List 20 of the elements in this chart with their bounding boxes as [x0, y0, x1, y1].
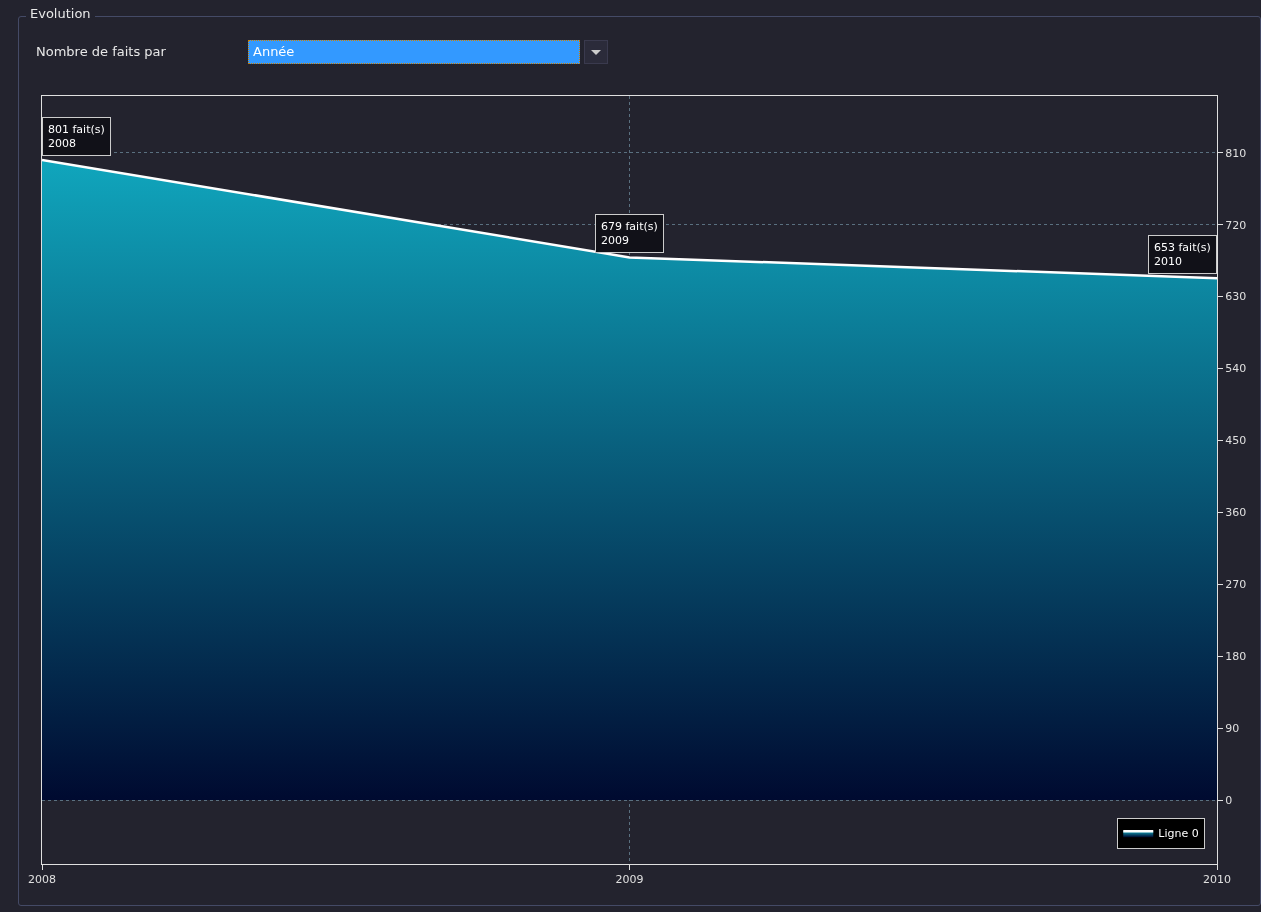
y-tick-label: 450	[1225, 434, 1247, 448]
x-tick-label: 2010	[1203, 873, 1231, 887]
x-tick-label: 2009	[615, 873, 644, 887]
y-tick-label: 810	[1225, 146, 1247, 160]
y-tick-label: 180	[1225, 650, 1247, 664]
chart-subtitle: Nombre de faits par	[36, 44, 166, 59]
annotation: 679 fait(s) 2009	[601, 220, 658, 248]
y-tick-label: 360	[1225, 506, 1247, 520]
annotation: 801 fait(s) 2008	[48, 123, 105, 151]
y-tick-label: 270	[1225, 578, 1247, 592]
text: Année	[248, 40, 580, 64]
y-tick-label: 720	[1225, 218, 1247, 232]
chart-title: Evolution	[26, 6, 95, 21]
annotation: 653 fait(s) 2010	[1154, 241, 1211, 269]
y-tick-label: 0	[1225, 793, 1233, 807]
y-tick-label: 90	[1225, 721, 1240, 735]
x-tick-label: 2008	[28, 873, 56, 887]
y-tick-label: 630	[1225, 290, 1247, 304]
legend-label: Ligne 0	[1158, 827, 1199, 841]
y-tick-label: 540	[1225, 362, 1247, 376]
